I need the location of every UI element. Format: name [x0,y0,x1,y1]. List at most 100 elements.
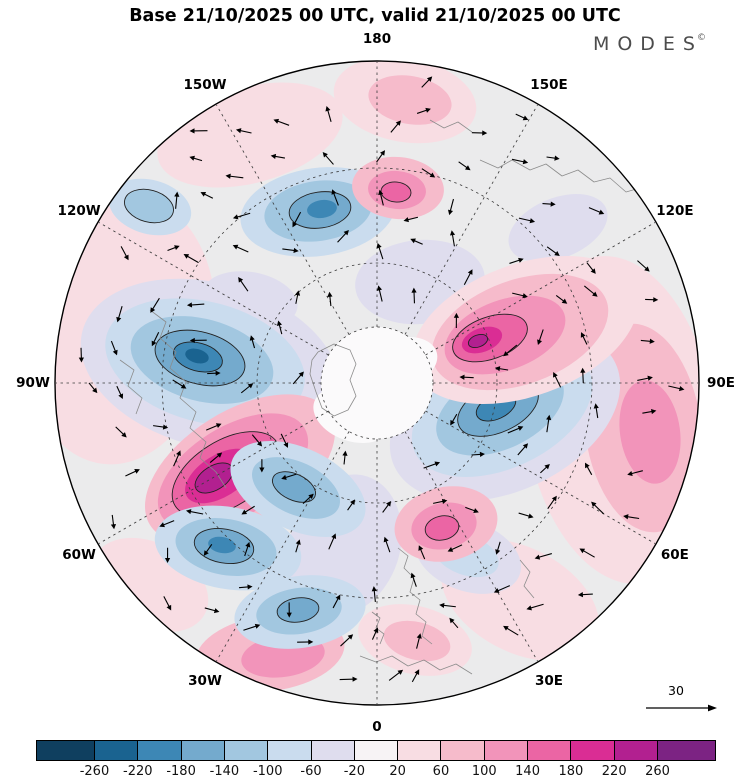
wind-arrow [302,493,314,505]
anomaly-blob [185,348,209,364]
wind-arrow [403,216,419,223]
wind-arrow [78,347,84,363]
colorbar-tick-label: 180 [558,764,584,779]
wind-arrow [459,374,474,380]
wind-arrow [447,544,463,552]
longitude-label: 120W [58,203,101,219]
wind-arrow [332,594,341,609]
wind-arrow [546,246,560,256]
colorbar-tick-label: 60 [432,764,450,779]
wind-arrow [328,533,337,550]
anomaly-blob [619,380,681,484]
anomaly-blob [508,194,608,262]
wind-arrow [371,627,379,640]
wind-arrow [526,603,544,611]
wind-arrow [240,383,254,394]
wind-arrow [325,105,332,122]
wind-arrow [280,433,289,448]
wind-arrow [243,623,261,631]
colorbar-tick-label: 140 [515,764,540,779]
wind-arrow [183,253,199,264]
longitude-label: 0 [372,719,381,735]
colorbar-tick-label: -220 [123,764,153,779]
anomaly-blob [467,333,489,349]
anomaly-blob [208,536,236,554]
wind-arrow [640,338,655,344]
wind-arrow [537,329,544,345]
wind-arrow [189,337,207,344]
wind-arrow [458,161,471,171]
wind-arrow [153,424,169,430]
wind-arrow [189,128,208,134]
wind-arrow [340,634,354,647]
wind-arrow [453,312,460,328]
wind-arrow [512,292,528,299]
wind-arrow [577,592,593,598]
wind-arrow [116,306,123,323]
wind-arrow [225,173,244,179]
anomaly-blob [424,515,460,541]
wind-arrow [286,602,292,618]
wind-arrow [337,229,349,243]
wind-arrow [88,382,98,394]
colorbar-tick-label: -60 [300,764,322,779]
wind-arrow [371,586,377,603]
wind-arrow [383,536,391,553]
wind-arrow [580,332,588,345]
colorbar-cell [268,741,312,760]
coastlines [119,119,655,675]
wind-arrow [465,506,479,514]
wind-arrow [586,262,596,274]
wind-arrow [410,572,417,587]
wind-arrow [450,413,458,426]
wind-arrows [78,76,685,683]
anomaly-blob [124,188,174,224]
colorbar-tick-label: 100 [471,764,497,779]
wind-arrow [463,269,473,285]
wind-arrow [546,414,552,433]
wind-arrow [517,443,529,456]
colorbar-cell [441,741,485,760]
longitude-label: 150E [530,77,567,93]
anomaly-blob [368,75,452,125]
longitude-label: 30W [188,673,222,689]
wind-arrow [376,242,384,260]
wind-arrow [416,633,422,649]
wind-arrow [339,676,358,682]
colorbar-tick-label: 20 [389,764,406,779]
wind-arrow [593,403,599,419]
wind-arrow [116,385,124,400]
wind-arrow [172,379,187,389]
wind-arrow [546,155,560,161]
wind-reference: 30 [646,683,717,712]
wind-arrow [668,385,685,392]
colorbar-cell [95,741,139,760]
wind-arrow [342,450,348,465]
wind-arrow [292,371,304,385]
wind-arrow [515,113,529,121]
colorbar-cell [614,741,658,760]
colorbar-cell [354,741,399,760]
colorbar-cell [311,741,355,760]
wind-arrow [433,498,448,504]
wind-arrow [423,461,441,469]
wind-arrow [421,76,433,88]
wind-arrow [579,548,595,558]
wind-arrow [471,451,485,457]
wind-arrow [322,152,334,165]
wind-arrow [251,434,263,447]
wind-arrow [494,366,509,372]
wind-arrow [163,596,172,611]
colorbar-cell [398,741,442,760]
longitude-label: 60W [62,547,96,563]
wind-arrow [167,245,180,252]
wind-arrow [584,462,593,476]
wind-arrow [418,545,426,560]
wind-arrow [232,212,251,220]
wind-arrow [507,426,524,434]
wind-arrow [241,505,255,515]
wind-arrow [642,409,657,415]
longitude-label: 120E [656,203,693,219]
wind-arrow [376,285,383,302]
wind-arrow [331,189,339,206]
